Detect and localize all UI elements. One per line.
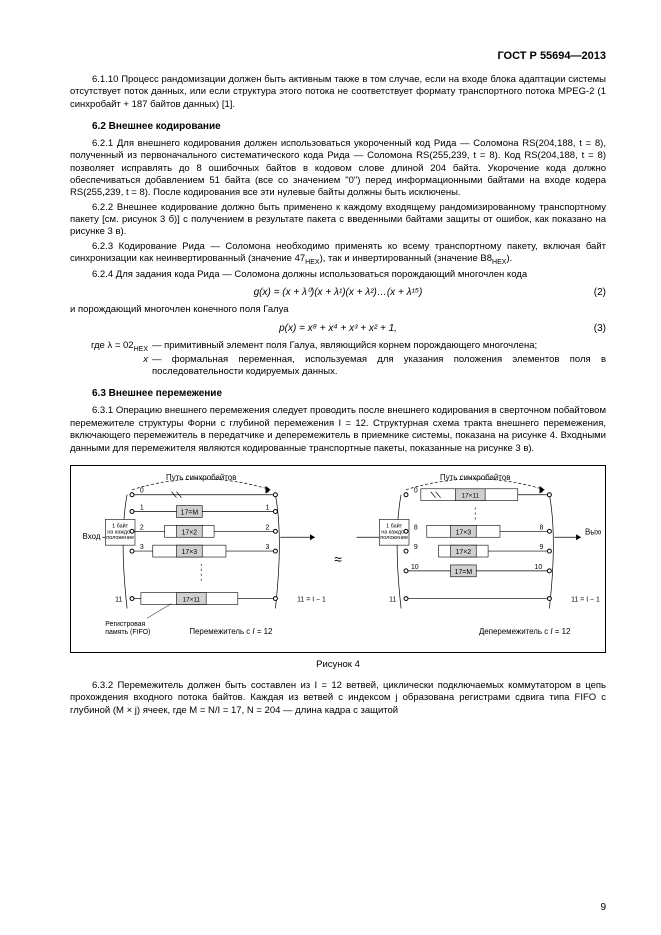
svg-text:10: 10 [410,564,418,571]
svg-text:17×2: 17×2 [455,549,471,556]
svg-text:8: 8 [413,524,417,531]
svg-text:3: 3 [266,544,270,551]
deinterleaver-panel: Путь синхробайтов 1 байт на каждое полож… [349,470,601,648]
svg-text:8: 8 [539,524,543,531]
svg-text:Регистровая: Регистровая [105,621,145,628]
svg-text:17×3: 17×3 [455,529,471,536]
section-6-2-title: 6.2 Внешнее кодирование [92,121,606,132]
svg-text:0: 0 [413,488,417,495]
svg-text:Выход: Выход [585,527,601,536]
svg-text:9: 9 [539,544,543,551]
svg-text:положение: положение [106,535,134,541]
svg-text:2: 2 [140,524,144,531]
svg-text:0: 0 [539,488,543,495]
input-label: Вход [83,532,101,541]
svg-text:11: 11 [389,596,396,603]
where-2-text: — формальная переменная, используемая дл… [152,354,606,379]
svg-text:17=M: 17=M [454,569,472,576]
para-6-3-1: 6.3.1 Операцию внешнего перемежения след… [70,405,606,454]
where-block: где λ = 02HEX — примитивный элемент поля… [70,340,606,379]
section-6-3-title: 6.3 Внешнее перемежение [92,388,606,399]
svg-text:память (FIFO): память (FIFO) [105,629,150,636]
approx-icon: ≈ [334,470,342,648]
hex-sub: HEX [305,259,319,266]
document-id: ГОСТ Р 55694—2013 [70,50,606,62]
where-1-text: — примитивный элемент поля Галуа, являющ… [152,340,606,354]
para-6-2-3: 6.2.3 Кодирование Рида — Соломона необхо… [70,241,606,267]
svg-text:положение: положение [380,535,408,541]
page: ГОСТ Р 55694—2013 6.1.10 Процесс рандоми… [0,0,661,935]
svg-text:0: 0 [266,488,270,495]
interleaver-panel: Путь синхробайтов Вход 1 байт на каждое [75,470,327,648]
hex-sub: HEX [492,259,506,266]
svg-text:1: 1 [140,504,144,511]
para-6-2-3-b: ), так и инвертированный (значение B8 [320,253,492,264]
equation-3: p(x) = x⁸ + x⁴ + x³ + x² + 1, (3) [70,323,606,334]
svg-text:11 = I − 1: 11 = I − 1 [297,596,326,603]
para-6-2-4: 6.2.4 Для задания кода Рида — Соломона д… [70,269,606,281]
svg-text:17×11: 17×11 [183,596,201,603]
equation-3-number: (3) [594,323,606,334]
para-6-2-3-c: ). [506,253,512,264]
svg-text:17×11: 17×11 [461,493,479,500]
svg-text:Перемежитель с I = 12: Перемежитель с I = 12 [189,627,272,636]
svg-text:10: 10 [534,564,542,571]
svg-text:3: 3 [140,544,144,551]
para-6-3-2: 6.3.2 Перемежитель должен быть составлен… [70,680,606,717]
where-1-label: где λ = 02HEX [70,340,152,354]
svg-text:17×2: 17×2 [182,529,198,536]
svg-text:17×3: 17×3 [182,549,198,556]
where-2-label: x [70,354,152,379]
para-6-2-1: 6.2.1 Для внешнего кодирования должен ис… [70,138,606,200]
svg-text:1 байт: 1 байт [386,522,403,529]
svg-text:11: 11 [115,596,122,603]
svg-text:11 = I − 1: 11 = I − 1 [571,596,600,603]
svg-text:1: 1 [266,504,270,511]
equation-2-number: (2) [594,287,606,298]
svg-text:9: 9 [413,544,417,551]
svg-text:Деперемежитель с I = 12: Деперемежитель с I = 12 [478,627,569,636]
figure-4-caption: Рисунок 4 [70,659,606,670]
figure-4: Путь синхробайтов Вход 1 байт на каждое [70,465,606,653]
formula-3-body: p(x) = x⁸ + x⁴ + x³ + x² + 1, [279,323,397,334]
svg-text:0: 0 [140,488,144,495]
svg-text:2: 2 [266,524,270,531]
svg-text:1 байт: 1 байт [112,522,129,529]
para-galois: и порождающий многочлен конечного поля Г… [70,304,606,316]
para-6-1-10: 6.1.10 Процесс рандомизации должен быть … [70,74,606,111]
formula-2-body: g(x) = (x + λ⁰)(x + λ¹)(x + λ²)…(x + λ¹⁵… [254,287,423,298]
page-number: 9 [600,902,606,913]
equation-2: g(x) = (x + λ⁰)(x + λ¹)(x + λ²)…(x + λ¹⁵… [70,287,606,298]
svg-text:17=M: 17=M [181,509,199,516]
para-6-2-2: 6.2.2 Внешнее кодирование должно быть пр… [70,202,606,239]
